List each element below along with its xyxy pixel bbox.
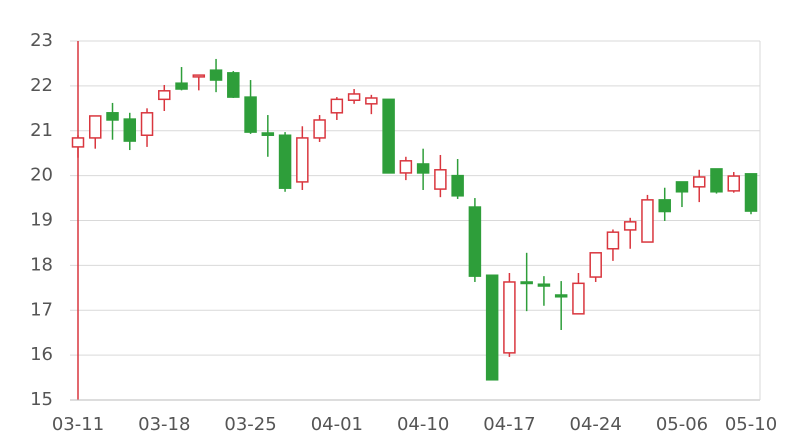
y-tick-label: 15 — [30, 389, 53, 410]
candle-body — [692, 176, 706, 188]
candle-body — [451, 174, 464, 197]
y-tick-label: 23 — [30, 30, 53, 51]
candle-body — [416, 163, 430, 174]
candle-body — [520, 281, 533, 285]
y-tick-label: 22 — [30, 75, 53, 96]
candle-body — [727, 175, 740, 192]
x-tick-label: 03-11 — [52, 414, 104, 435]
candle-body — [468, 206, 482, 277]
candle-body — [140, 112, 154, 136]
candle-body — [589, 252, 602, 278]
candle-body — [106, 112, 119, 121]
candle-body — [296, 137, 309, 183]
candle-body — [330, 98, 344, 114]
candle-body — [227, 72, 240, 98]
y-tick-label: 19 — [30, 210, 53, 231]
candle-body — [365, 97, 378, 105]
candle-body — [123, 118, 137, 142]
candle-body — [554, 294, 568, 298]
candle-body — [71, 137, 85, 148]
y-tick-label: 21 — [30, 120, 53, 141]
candle-body — [623, 221, 637, 231]
y-tick-label: 17 — [30, 299, 53, 320]
candle-body — [399, 160, 413, 174]
x-tick-label: 04-24 — [570, 414, 622, 435]
x-tick-label: 03-25 — [224, 414, 276, 435]
x-tick-label: 04-01 — [311, 414, 363, 435]
candle-body — [503, 281, 516, 354]
candle-body — [658, 199, 671, 213]
y-tick-label: 18 — [30, 254, 53, 275]
candle-body — [175, 82, 188, 90]
candle-body — [675, 181, 689, 193]
candle-body — [434, 169, 447, 190]
candle-body — [382, 98, 395, 174]
candle-body — [313, 119, 326, 139]
x-tick-label: 05-06 — [656, 414, 708, 435]
y-tick-label: 20 — [30, 165, 53, 186]
candle-body — [261, 132, 275, 136]
candle-body — [710, 168, 723, 193]
x-tick-label: 05-10 — [725, 414, 777, 435]
candle-body — [641, 199, 654, 243]
x-tick-label: 03-18 — [138, 414, 190, 435]
candle-body — [158, 90, 171, 101]
y-tick-label: 16 — [30, 344, 53, 365]
candle-body — [744, 173, 758, 212]
candle-body — [209, 69, 223, 81]
candle-body — [192, 74, 206, 78]
x-tick-label: 04-17 — [483, 414, 535, 435]
candle-body — [347, 93, 361, 101]
candle-body — [606, 231, 620, 250]
candle-body — [89, 115, 102, 139]
candle-body — [278, 134, 292, 189]
candle-body — [485, 274, 499, 381]
x-tick-label: 04-10 — [397, 414, 449, 435]
candle-body — [572, 282, 585, 315]
candle-body — [244, 96, 257, 133]
candle-body — [537, 283, 551, 287]
